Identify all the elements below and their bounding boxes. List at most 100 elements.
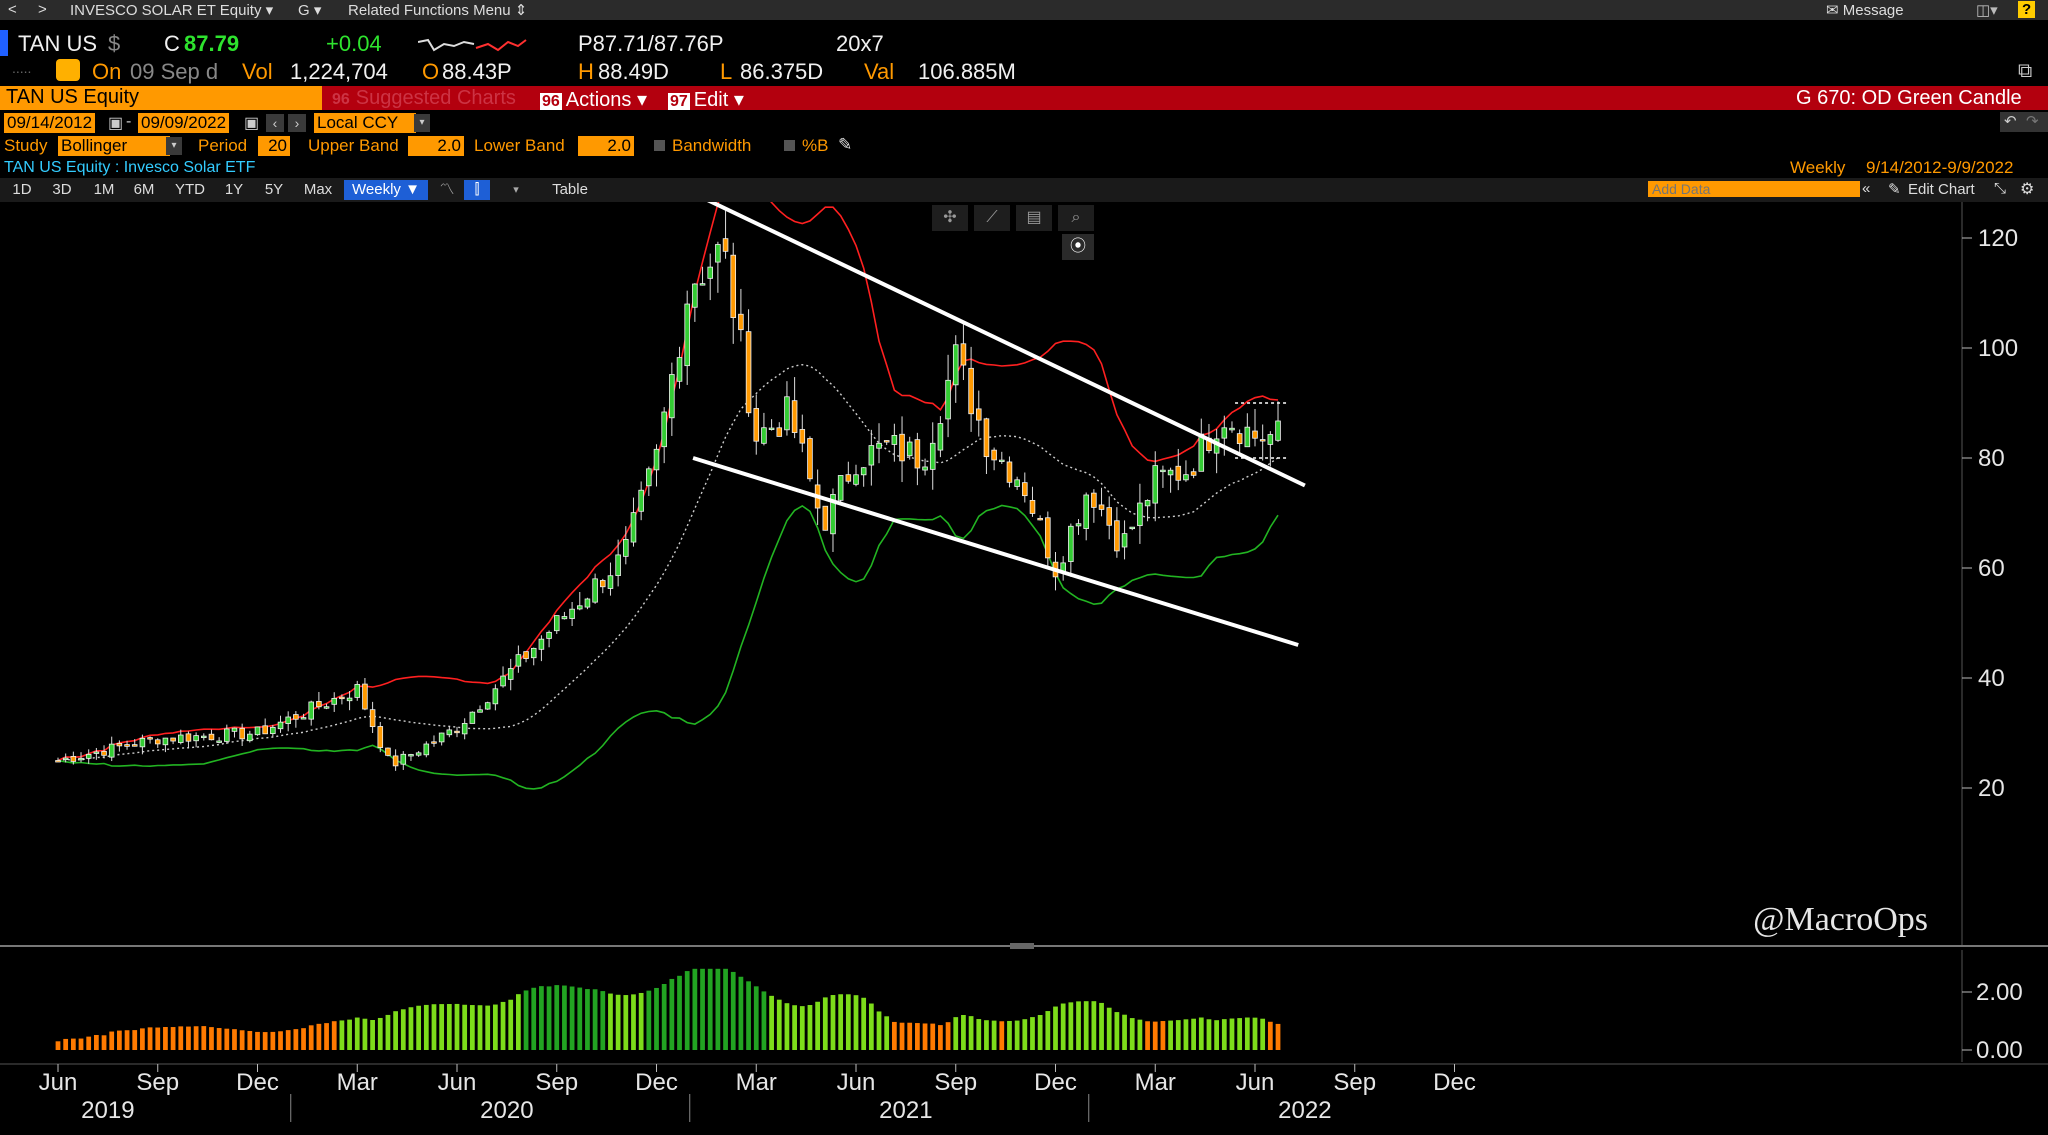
crosshair-icon[interactable]: ✣ [932,205,968,231]
chart-type-icon[interactable]: 〽 [439,181,455,198]
undo-icon[interactable]: ↶ [2004,113,2017,130]
candle [1114,507,1120,558]
resize-icon[interactable]: ⤡ [1994,180,2007,197]
candle [761,412,767,446]
candle [592,573,598,604]
help-button[interactable]: ? [2018,1,2036,18]
bandwidth-bar [1275,1023,1281,1050]
draw-line-icon[interactable]: ⟋ [974,205,1010,231]
redo-icon[interactable]: ↷ [2026,113,2039,130]
window-icon[interactable]: ◫▾ [1976,2,1998,19]
candle [85,749,92,764]
x-tick-label: Dec [1433,1069,1476,1096]
tab-1m[interactable]: 1M [93,181,115,198]
ticker-field[interactable]: TAN US Equity [0,86,322,110]
security-title: TAN US Equity : Invesco Solar ETF [4,159,256,176]
candle [1152,451,1159,522]
collapse-icon[interactable]: « [1862,180,1871,197]
tab-1d[interactable]: 1D [12,181,32,198]
x-tick-label: Jun [1236,1069,1275,1096]
expand-icon[interactable]: ⧉ [2018,60,2033,82]
record-icon[interactable]: ⦿ [1062,234,1094,260]
period-field[interactable]: 20 [258,136,290,156]
candle [385,747,391,757]
candle-body [546,631,552,639]
candle [62,753,69,763]
candle-body [791,400,798,433]
candle-body [78,757,84,761]
candle [784,381,790,436]
tab-max[interactable]: Max [303,181,333,198]
tab-table[interactable]: Table [552,181,588,198]
y-tick-label: 100 [1978,335,2018,362]
y-tick-label: 20 [1978,775,2005,802]
bandwidth-bar [1237,1018,1243,1050]
pencil-icon[interactable]: ✎ [838,135,853,154]
next-period-button[interactable]: › [288,114,306,132]
g-menu[interactable]: G ▾ [298,2,322,19]
price-chart[interactable]: 204060801001201400.002.00JunSepDecMarJun… [0,202,2048,1135]
candle-body [607,575,614,589]
study-dropdown-icon[interactable]: ▾ [166,137,182,155]
tab-3d[interactable]: 3D [52,181,72,198]
actions-button[interactable]: 96 Actions ▾ [540,89,647,111]
currency-dropdown-icon[interactable]: ▾ [414,114,430,132]
candle-type-icon[interactable]: ⫿ [464,180,490,200]
candle-body [147,737,153,740]
pctb-checkbox[interactable] [784,140,795,151]
end-date-field[interactable]: 09/09/2022 [138,113,230,133]
message-button[interactable]: ✉ Message [1826,2,1904,19]
candle-body [929,442,936,470]
back-arrow-icon[interactable]: < [8,1,17,18]
study-label: Study [4,136,48,155]
bandwidth-bar [308,1025,314,1050]
panel-resize-handle[interactable] [1010,943,1034,949]
forward-arrow-icon[interactable]: > [38,1,47,18]
related-functions-menu[interactable]: Related Functions Menu ⇕ [348,2,528,19]
tab-6m[interactable]: 6M [133,181,155,198]
candle [1229,421,1235,433]
add-data-input[interactable] [1648,181,1860,197]
edit-chart-button[interactable]: Edit Chart [1908,181,1975,198]
suggested-charts-button[interactable]: 96 Suggested Charts [330,87,516,109]
start-date-field[interactable]: 09/14/2012 [4,113,96,133]
edit-button[interactable]: 97 Edit ▾ [668,89,744,111]
y-tick-label: 80 [1978,445,2005,472]
calendar-icon[interactable]: ▣ [108,115,124,132]
lower-band-field[interactable]: 2.0 [578,136,634,156]
trendline[interactable] [692,456,1299,647]
bandwidth-bar [600,991,606,1050]
candle [377,721,384,753]
candle-body [653,448,660,471]
security-menu[interactable]: INVESCO SOLAR ET Equity ▾ [70,2,274,19]
zoom-icon[interactable]: ⌕ [1058,205,1094,231]
candle [185,731,192,749]
candle-body [239,727,245,740]
tab-1y[interactable]: 1Y [224,181,244,198]
chart-type-dropdown-icon[interactable]: ▾ [513,184,519,196]
currency-select[interactable]: Local CCY [314,113,416,133]
prev-period-button[interactable]: ‹ [266,114,284,132]
edit-chart-pencil-icon[interactable]: ✎ [1888,181,1901,198]
candle-body [469,711,476,724]
tab-ytd[interactable]: YTD [175,181,205,198]
annotations-icon[interactable]: ▤ [1016,205,1052,231]
bandwidth-bar [293,1029,299,1050]
candle-body [968,367,974,415]
candle-body [1160,469,1166,473]
tab-5y[interactable]: 5Y [264,181,284,198]
upper-band-field[interactable]: 2.0 [408,136,464,156]
candle [193,732,199,748]
bandwidth-checkbox[interactable] [654,140,665,151]
candle [170,737,176,745]
candle [116,740,123,752]
study-select[interactable]: Bollinger [58,136,170,156]
calendar-icon[interactable]: ▣ [244,115,260,132]
bandwidth-bar [938,1025,943,1050]
settings-gear-icon[interactable]: ⚙ [2020,181,2035,198]
tab-weekly[interactable]: Weekly ▼ [344,180,428,200]
bandwidth-bar [1007,1020,1012,1050]
candle [147,736,153,744]
currency-symbol: $ [108,31,121,56]
trendline[interactable] [706,202,1306,488]
